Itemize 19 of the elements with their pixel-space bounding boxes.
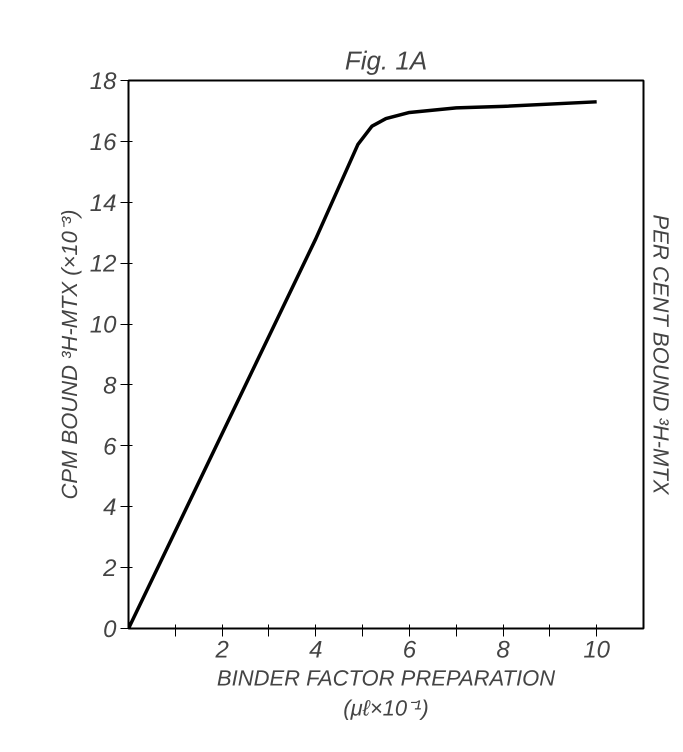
y-tick-label: 10	[90, 312, 118, 339]
y-axis-title: CPM BOUND ³H-MTX (×10⁻³)	[56, 210, 82, 500]
text: PER CENT BOUND ³H-MTX	[648, 214, 674, 496]
x-axis-title: BINDER FACTOR PREPARATION (μℓ×10⁻¹)	[216, 666, 556, 720]
y-tick-label: 2	[102, 555, 117, 582]
y-tick-label: 18	[90, 68, 118, 95]
x-tick-label: 8	[496, 636, 510, 664]
y-tick-label: 6	[103, 433, 118, 460]
y-tick-label: 12	[90, 250, 117, 278]
chart-title: Fig. 1A	[344, 46, 428, 76]
y-tick-label: 14	[90, 190, 117, 217]
x-tick-label: 4	[309, 636, 322, 664]
y-tick-label: 16	[90, 128, 118, 156]
y-tick-label: 4	[103, 494, 117, 522]
y-tick-label: 8	[103, 372, 118, 400]
x-tick-label: 6	[402, 636, 417, 664]
y-tick-label: 0	[103, 616, 118, 643]
x-tick-label: 2	[214, 636, 229, 664]
x-tick-label: 10	[583, 636, 611, 664]
